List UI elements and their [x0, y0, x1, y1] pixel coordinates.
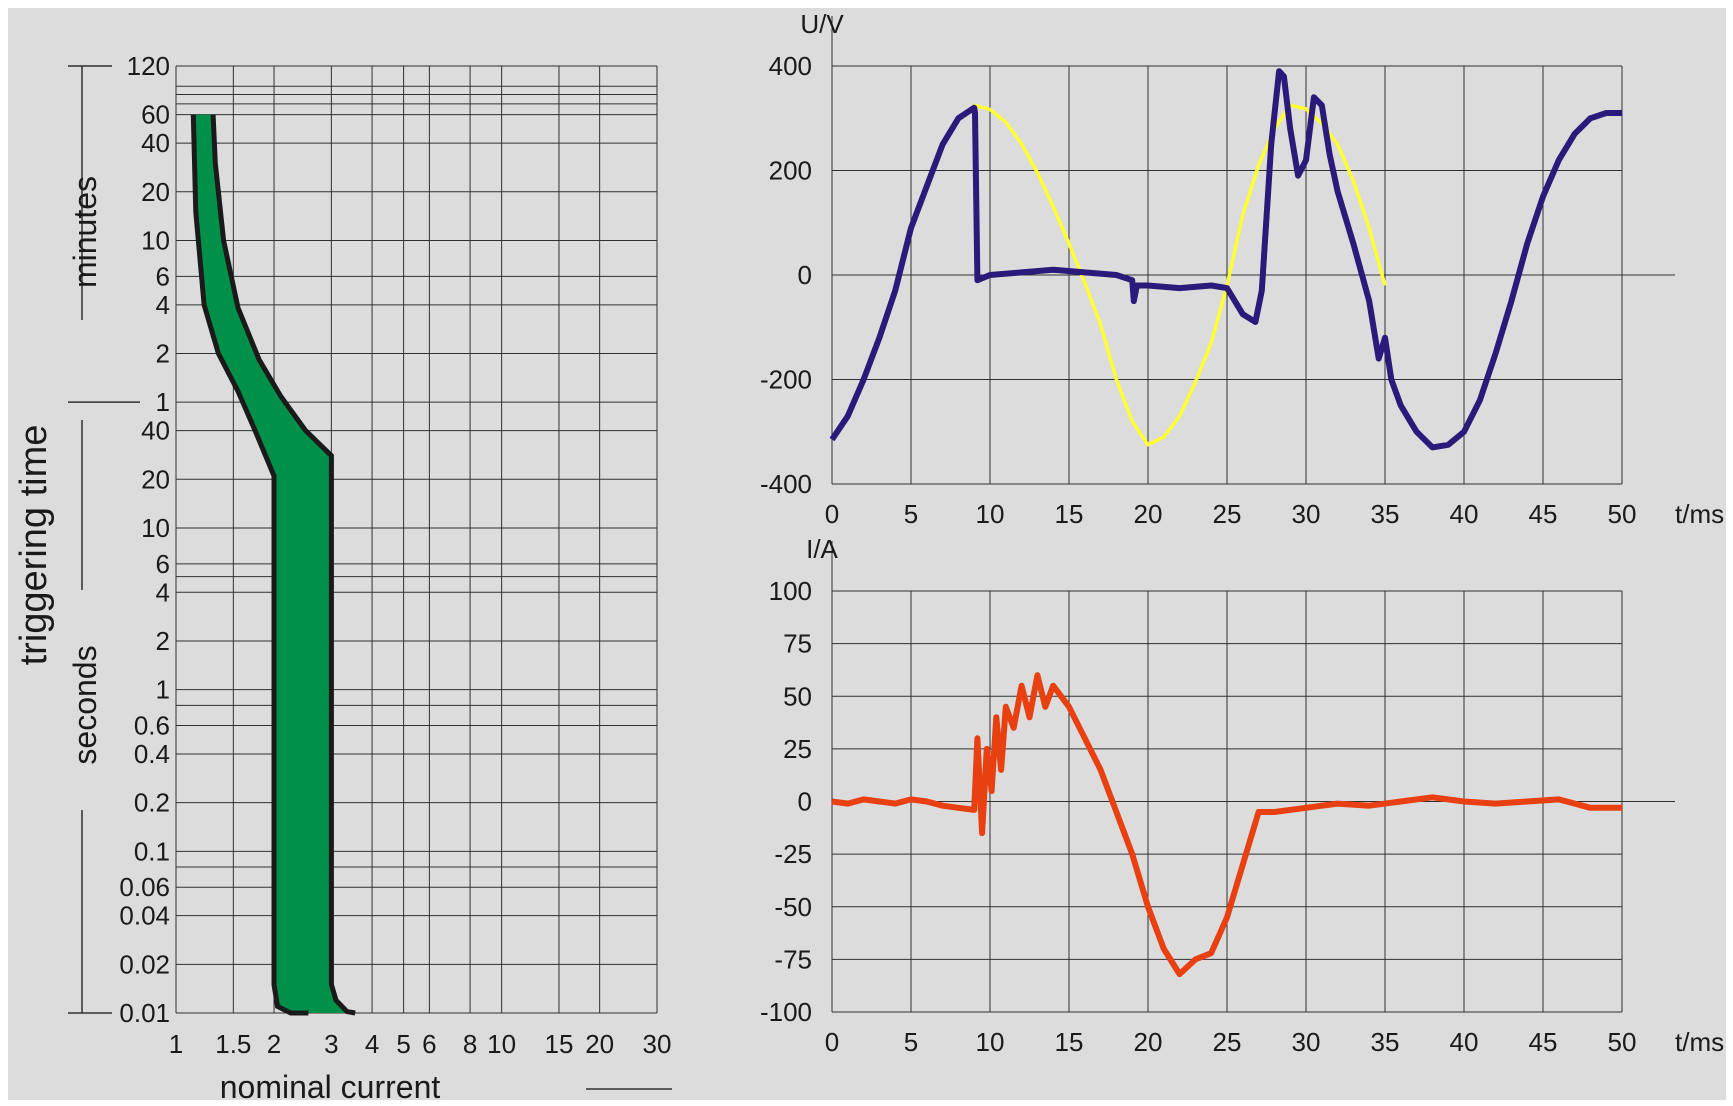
trip-y-tick-label-seconds: 0.2 [134, 788, 170, 818]
voltage-chart: 0 5 10 15 20 25 30 35 40 45 50 400 200 0 -200 -400 U/V t/… [760, 9, 1724, 529]
trip-y-tick-label-minutes: 2 [156, 338, 170, 368]
curr-x-tick-label: 35 [1371, 1027, 1400, 1057]
trip-minutes-label: minutes [67, 176, 103, 288]
trip-lower-bound-line [190, 114, 309, 1016]
volt-x-tick-label: 35 [1371, 499, 1400, 529]
curr-x-axis-title: t/ms [1675, 1027, 1724, 1057]
tripping-curve-chart: 1 1.5 2 3 4 5 6 8 10 15 20 301206040201064214020106… [13, 51, 672, 1105]
trip-y-tick-label-minutes: 6 [156, 261, 170, 291]
volt-x-tick-label: 20 [1134, 499, 1163, 529]
trip-x-tick-label: 8 [463, 1029, 477, 1059]
curr-x-tick-label: 10 [976, 1027, 1005, 1057]
curr-x-tick-label: 15 [1055, 1027, 1084, 1057]
trip-y-tick-label-seconds: 4 [156, 577, 170, 607]
trip-x-tick-label: 20 [585, 1029, 614, 1059]
volt-y-axis-title: U/V [800, 9, 844, 39]
curr-y-axis-title: I/A [806, 534, 838, 564]
volt-y-tick-label: -200 [760, 365, 812, 395]
volt-y-tick-label: -400 [760, 469, 812, 499]
volt-x-tick-label: 25 [1213, 499, 1242, 529]
curr-x-tick-label: 50 [1608, 1027, 1637, 1057]
volt-y-tick-label: 0 [798, 260, 812, 290]
trip-y-tick-label-seconds: 0.6 [134, 711, 170, 741]
volt-x-tick-label: 45 [1529, 499, 1558, 529]
trip-y-tick-label-seconds: 6 [156, 549, 170, 579]
trip-y-tick-label-minutes: 20 [141, 177, 170, 207]
trip-x-tick-label: 2 [267, 1029, 281, 1059]
volt-x-tick-label: 15 [1055, 499, 1084, 529]
trip-x-tick-label: 1 [169, 1029, 183, 1059]
curr-x-tick-label: 0 [825, 1027, 839, 1057]
volt-x-tick-label: 5 [904, 499, 918, 529]
curr-x-tick-label: 45 [1529, 1027, 1558, 1057]
volt-x-tick-label: 30 [1292, 499, 1321, 529]
trip-y-tick-label-minutes: 120 [127, 51, 170, 81]
volt-x-tick-label: 10 [976, 499, 1005, 529]
curr-x-tick-label: 25 [1213, 1027, 1242, 1057]
trip-x-tick-label: 3 [324, 1029, 338, 1059]
volt-y-tick-label: 200 [769, 156, 812, 186]
volt-series-line-0 [973, 103, 1387, 447]
trip-seconds-label: seconds [67, 645, 103, 764]
curr-y-tick-label: 100 [769, 576, 812, 606]
volt-series-line-1 [829, 68, 1622, 451]
curr-x-tick-label: 30 [1292, 1027, 1321, 1057]
curr-y-tick-label: 50 [783, 681, 812, 711]
curr-x-tick-label: 20 [1134, 1027, 1163, 1057]
trip-y-tick-label-seconds: 0.1 [134, 836, 170, 866]
curr-y-tick-label: 25 [783, 734, 812, 764]
trip-y-tick-label-minutes: 60 [141, 100, 170, 130]
volt-x-tick-label: 0 [825, 499, 839, 529]
volt-x-tick-label: 50 [1608, 499, 1637, 529]
curr-x-tick-label: 5 [904, 1027, 918, 1057]
trip-x-axis-title: nominal current [220, 1069, 441, 1105]
curr-y-tick-label: 0 [798, 787, 812, 817]
trip-x-tick-label: 1.5 [215, 1029, 251, 1059]
trip-upper-bound-line [210, 114, 356, 1016]
trip-y-tick-label-seconds: 10 [141, 513, 170, 543]
curr-y-tick-label: -75 [774, 944, 812, 974]
curr-x-tick-label: 40 [1450, 1027, 1479, 1057]
trip-y-tick-label-seconds: 40 [141, 416, 170, 446]
trip-y-tick-label-seconds: 0.4 [134, 739, 170, 769]
trip-y-tick-label-minutes: 1 [156, 387, 170, 417]
volt-x-axis-title: t/ms [1675, 499, 1724, 529]
volt-x-tick-label: 40 [1450, 499, 1479, 529]
trip-y-tick-label-seconds: 0.01 [119, 998, 170, 1028]
trip-y-tick-label-seconds: 0.02 [119, 949, 170, 979]
trip-y-tick-label-minutes: 40 [141, 128, 170, 158]
curr-y-tick-label: 75 [783, 629, 812, 659]
curr-y-tick-label: -50 [774, 892, 812, 922]
trip-y-tick-label-seconds: 0.06 [119, 872, 170, 902]
trip-x-tick-label: 6 [422, 1029, 436, 1059]
curr-y-tick-label: -100 [760, 997, 812, 1027]
trip-y-tick-label-seconds: 20 [141, 464, 170, 494]
curr-series-line-0 [831, 672, 1622, 978]
trip-y-tick-label-minutes: 4 [156, 290, 170, 320]
current-chart: 0 5 10 15 20 25 30 35 40 45 50 100 75 50 25 0 -25 -50 -75 -… [760, 534, 1724, 1057]
trip-x-tick-label: 15 [545, 1029, 574, 1059]
volt-y-tick-label: 400 [769, 51, 812, 81]
trip-x-tick-label: 30 [643, 1029, 672, 1059]
trip-x-tick-label: 4 [365, 1029, 379, 1059]
trip-y-tick-label-minutes: 10 [141, 225, 170, 255]
trip-y-tick-label-seconds: 0.04 [119, 901, 170, 931]
trip-y-tick-label-seconds: 2 [156, 626, 170, 656]
trip-y-tick-label-seconds: 1 [156, 675, 170, 705]
curr-y-tick-label: -25 [774, 839, 812, 869]
trip-x-tick-label: 5 [396, 1029, 410, 1059]
trip-x-tick-label: 10 [487, 1029, 516, 1059]
trip-y-axis-title: triggering time [13, 425, 55, 666]
